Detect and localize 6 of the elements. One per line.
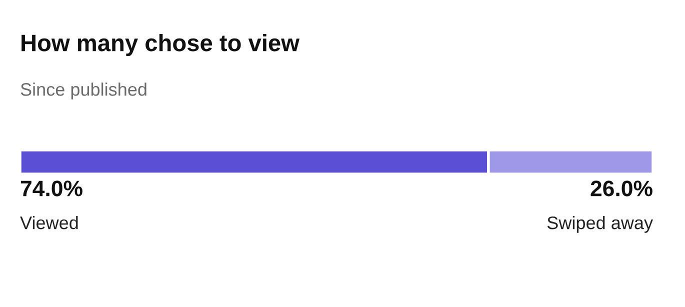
chart-subtitle: Since published bbox=[20, 82, 146, 100]
data-label: 74.0% bbox=[20, 180, 82, 196]
text: Viewed bbox=[20, 216, 78, 230]
chart-title: How many chose to view bbox=[22, 34, 300, 56]
text: Swiped away bbox=[547, 216, 653, 233]
data-label: 26.0% bbox=[590, 180, 652, 196]
